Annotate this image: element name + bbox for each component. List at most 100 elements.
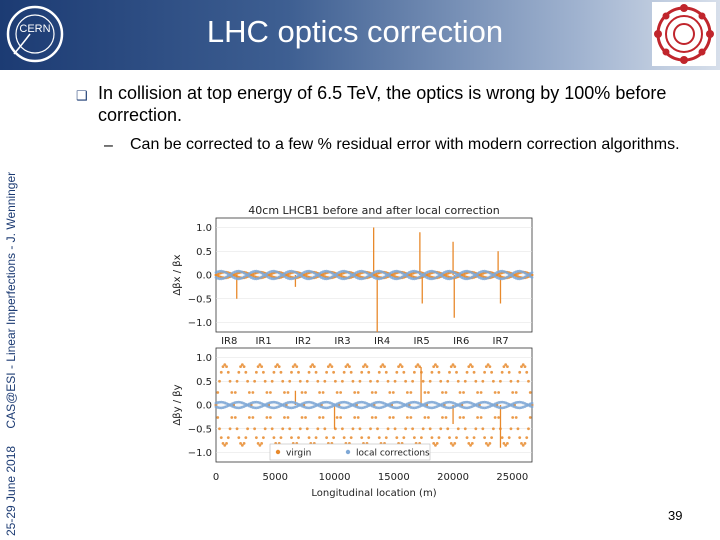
data-point-virgin xyxy=(491,379,495,383)
data-point-virgin xyxy=(516,427,520,431)
slide-title: LHC optics correction xyxy=(206,14,504,49)
data-point-virgin xyxy=(402,370,406,374)
data-point-virgin xyxy=(414,365,418,369)
data-point-virgin xyxy=(472,436,476,440)
data-point-virgin xyxy=(300,416,304,419)
data-point-virgin xyxy=(511,416,515,419)
data-point-virgin xyxy=(274,365,278,369)
sidebar-date: 25-29 June 2018 xyxy=(4,445,18,536)
data-point-virgin xyxy=(237,436,241,440)
data-point-virgin xyxy=(226,436,230,440)
data-point-virgin xyxy=(219,436,223,440)
data-point-virgin xyxy=(305,379,309,383)
data-point-virgin xyxy=(523,441,527,445)
data-point-virgin xyxy=(500,436,504,440)
y-axis-label: Δβx / βx xyxy=(172,254,183,295)
data-point-virgin xyxy=(235,379,239,383)
y-tick-label: 0.5 xyxy=(196,247,212,258)
data-point-virgin xyxy=(383,365,386,369)
y-tick-label: −0.5 xyxy=(188,294,212,305)
data-point-virgin xyxy=(393,379,397,383)
data-point-virgin xyxy=(253,379,257,383)
beta-beat-chart: 40cm LHCB1 before and after local correc… xyxy=(172,204,534,499)
data-point-virgin xyxy=(260,441,264,445)
data-point-virgin xyxy=(228,427,232,431)
ir-label: IR2 xyxy=(295,336,311,347)
data-point-virgin xyxy=(370,416,374,419)
data-point-virgin xyxy=(434,363,437,367)
data-point-virgin xyxy=(335,416,339,419)
data-point-virgin xyxy=(507,370,511,374)
data-point-virgin xyxy=(491,427,495,431)
x-tick-label: 20000 xyxy=(437,472,469,483)
data-point-virgin xyxy=(298,379,302,383)
data-point-virgin xyxy=(391,416,395,419)
data-point-virgin xyxy=(358,379,362,383)
x-tick-label: 5000 xyxy=(263,472,288,483)
data-point-virgin xyxy=(221,441,225,445)
data-point-virgin xyxy=(423,416,427,419)
slide-header: CERN LHC optics correction xyxy=(0,0,720,70)
data-point-virgin xyxy=(446,379,450,383)
data-point-virgin xyxy=(484,441,488,445)
data-point-local-corrections xyxy=(530,271,534,274)
legend-marker xyxy=(345,449,351,455)
y-tick-label: 0.0 xyxy=(196,271,212,282)
data-point-virgin xyxy=(341,379,344,383)
data-point-virgin xyxy=(356,391,360,394)
data-point-virgin xyxy=(237,370,241,374)
data-point-virgin xyxy=(346,363,350,367)
x-tick-label: 0 xyxy=(213,472,219,483)
data-point-virgin xyxy=(305,427,309,431)
sub-bullet-text: Can be corrected to a few % residual err… xyxy=(130,136,680,153)
data-point-virgin xyxy=(514,416,518,419)
data-point-virgin xyxy=(474,379,478,383)
data-point-virgin xyxy=(476,416,479,419)
data-point-virgin xyxy=(395,436,399,440)
data-point-virgin xyxy=(314,436,318,440)
data-point-virgin xyxy=(281,379,285,383)
data-point-virgin xyxy=(465,436,469,440)
data-point-virgin xyxy=(467,441,471,445)
data-point-virgin xyxy=(507,436,511,440)
data-point-virgin xyxy=(444,416,448,419)
data-point-virgin xyxy=(256,441,260,445)
x-tick-label: 25000 xyxy=(496,472,528,483)
data-point-virgin xyxy=(518,370,522,374)
ir-label: IR7 xyxy=(493,336,509,347)
data-point-virgin xyxy=(441,391,444,394)
data-point-virgin xyxy=(290,436,293,440)
data-point-virgin xyxy=(391,391,395,394)
data-point-virgin xyxy=(265,391,269,394)
data-point-virgin xyxy=(412,370,416,374)
data-point-virgin xyxy=(254,370,258,374)
data-point-virgin xyxy=(437,436,441,440)
data-point-virgin xyxy=(379,365,383,369)
data-point-virgin xyxy=(276,363,279,367)
data-point-virgin xyxy=(428,379,432,383)
data-point-virgin xyxy=(493,416,497,419)
data-point-virgin xyxy=(455,436,458,440)
data-point-virgin xyxy=(520,365,523,369)
data-point-virgin xyxy=(216,391,220,394)
data-point-virgin xyxy=(218,379,221,383)
data-point-virgin xyxy=(458,416,462,419)
legend-marker xyxy=(275,449,281,455)
data-point-virgin xyxy=(467,365,471,369)
data-point-virgin xyxy=(465,370,469,374)
data-point-virgin xyxy=(290,370,293,374)
data-point-virgin xyxy=(279,370,283,374)
data-point-virgin xyxy=(223,363,227,367)
data-point-virgin xyxy=(409,416,413,419)
data-point-virgin xyxy=(456,427,460,431)
data-point-virgin xyxy=(325,436,328,440)
data-point-virgin xyxy=(486,363,490,367)
data-point-virgin xyxy=(384,436,388,440)
cern-logo: CERN xyxy=(6,5,64,63)
data-point-virgin xyxy=(370,391,374,394)
data-point-virgin xyxy=(323,427,327,431)
data-point-virgin xyxy=(451,363,455,367)
data-point-virgin xyxy=(449,441,453,445)
data-point-virgin xyxy=(286,391,290,394)
data-point-virgin xyxy=(404,427,407,431)
